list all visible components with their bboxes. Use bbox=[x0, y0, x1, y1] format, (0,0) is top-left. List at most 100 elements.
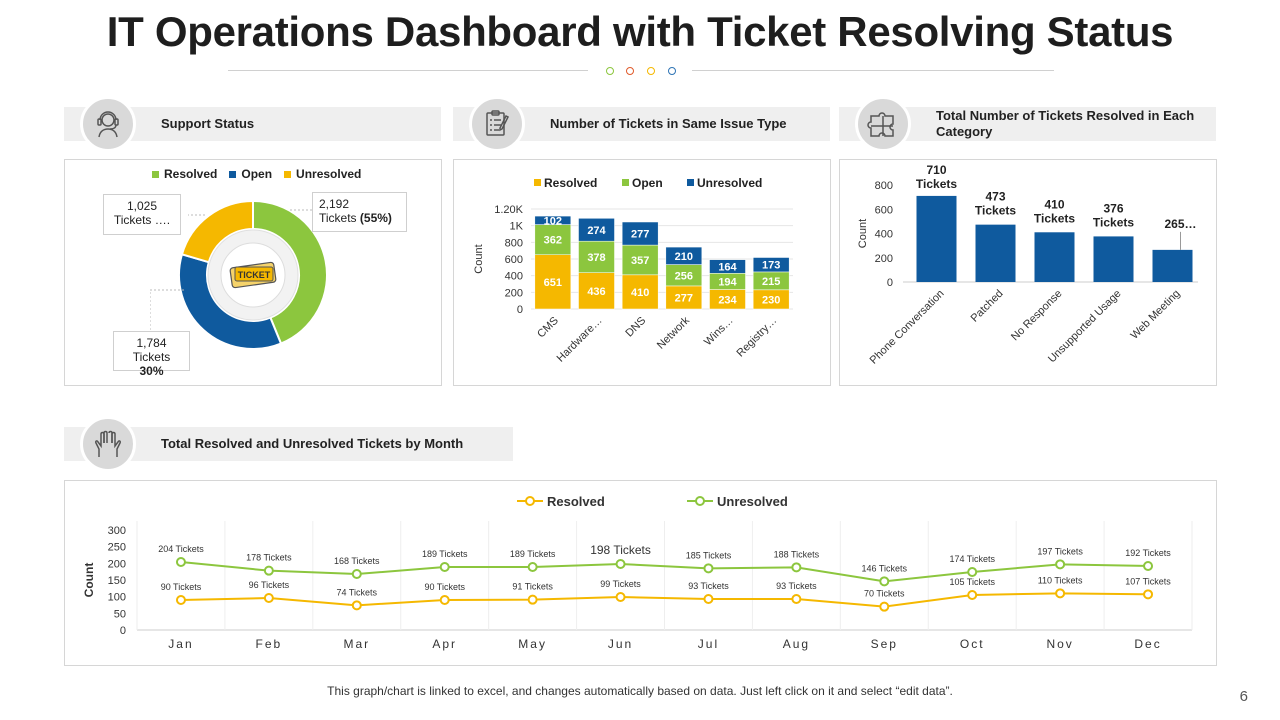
bar-segment bbox=[578, 240, 615, 273]
x-tick-label: Hardware… bbox=[555, 315, 605, 365]
bar-segment bbox=[621, 274, 659, 310]
point-resolved bbox=[703, 594, 714, 604]
y-tick-label: 800 bbox=[875, 180, 893, 192]
support-agent-icon bbox=[80, 96, 136, 152]
point-resolved bbox=[439, 595, 450, 605]
legend-marker-resolved bbox=[525, 496, 535, 506]
y-tick-label: 400 bbox=[505, 271, 523, 283]
category-bar bbox=[975, 224, 1016, 282]
bar-segment bbox=[578, 218, 615, 242]
y-tick-label: 100 bbox=[108, 592, 126, 604]
bar-segment bbox=[752, 257, 790, 273]
y-tick-label: 1K bbox=[510, 221, 524, 233]
issue-type-title: Number of Tickets in Same Issue Type bbox=[550, 116, 787, 131]
title-divider-right bbox=[692, 70, 1054, 71]
puzzle-icon bbox=[855, 96, 911, 152]
data-label: 198 Tickets bbox=[590, 543, 651, 557]
point-resolved bbox=[263, 593, 274, 603]
x-tick-label: May bbox=[518, 637, 547, 651]
y-tick-label: 800 bbox=[505, 237, 523, 249]
x-tick-label: Feb bbox=[256, 637, 283, 651]
legend-swatch-resolved bbox=[534, 179, 541, 186]
data-label: 197 Tickets bbox=[1037, 546, 1083, 556]
x-tick-label: Mar bbox=[343, 637, 370, 651]
data-label: 651 bbox=[544, 277, 562, 289]
point-resolved bbox=[967, 590, 978, 600]
point-unresolved bbox=[703, 563, 714, 574]
y-tick-label: 1.20K bbox=[494, 204, 523, 216]
x-tick-label: Phone Conversation bbox=[868, 288, 947, 367]
legend-swatch-unresolved bbox=[687, 179, 694, 186]
point-unresolved bbox=[1055, 559, 1066, 570]
data-label: 93 Tickets bbox=[688, 581, 729, 591]
y-tick-label: 50 bbox=[114, 608, 126, 620]
y-axis-label: Count bbox=[82, 563, 96, 598]
x-tick-label: Jan bbox=[168, 637, 193, 651]
data-label: 91 Tickets bbox=[512, 582, 553, 592]
legend-resolved: Resolved bbox=[544, 176, 597, 190]
point-resolved bbox=[1055, 588, 1066, 599]
data-label: 277 bbox=[631, 229, 649, 241]
series-line-resolved bbox=[180, 592, 1149, 608]
donut-legend: Resolved Open Unresolved bbox=[152, 167, 373, 181]
data-label-value: 376 bbox=[1103, 201, 1123, 215]
category-bar bbox=[1093, 236, 1134, 282]
data-label: 189 Tickets bbox=[422, 549, 468, 559]
donut-slice-resolved bbox=[252, 199, 328, 345]
data-label: 436 bbox=[587, 286, 605, 298]
data-label: 102 bbox=[544, 215, 562, 227]
data-label: 146 Tickets bbox=[862, 563, 908, 573]
bar-segment bbox=[665, 246, 703, 265]
clipboard-checklist-icon bbox=[469, 96, 525, 152]
decor-dot-green bbox=[606, 67, 614, 75]
category-bar bbox=[1034, 232, 1075, 282]
data-label-unit: Tickets bbox=[1034, 211, 1075, 225]
point-unresolved bbox=[615, 559, 626, 569]
callout-open: 1,784 Tickets 30% bbox=[113, 331, 190, 378]
x-tick-label: Web Meeting bbox=[1128, 288, 1182, 342]
data-label: 192 Tickets bbox=[1125, 548, 1171, 558]
data-label: 185 Tickets bbox=[686, 550, 732, 560]
legend-open: Open bbox=[632, 176, 663, 190]
point-unresolved bbox=[263, 565, 274, 576]
x-tick-label: Apr bbox=[432, 637, 457, 651]
x-tick-label: Registry… bbox=[734, 315, 779, 360]
y-axis-label: Count bbox=[857, 219, 869, 248]
point-resolved bbox=[791, 594, 802, 604]
data-label: 168 Tickets bbox=[334, 556, 380, 566]
x-tick-label: Wins… bbox=[702, 315, 736, 349]
y-tick-label: 600 bbox=[875, 204, 893, 216]
point-resolved bbox=[1143, 589, 1154, 600]
category-bar bbox=[1152, 249, 1193, 282]
x-tick-label: Network bbox=[655, 314, 692, 351]
data-label: 378 bbox=[587, 252, 605, 264]
title-divider-left bbox=[228, 70, 588, 71]
decor-dot-blue bbox=[668, 67, 676, 75]
point-unresolved bbox=[439, 562, 450, 572]
x-tick-label: DNS bbox=[623, 315, 648, 340]
legend-unresolved: Unresolved bbox=[717, 494, 788, 509]
monthly-panel bbox=[64, 480, 1217, 666]
data-label: 230 bbox=[762, 294, 780, 306]
data-label: 210 bbox=[675, 251, 693, 263]
bar-segment bbox=[621, 221, 659, 246]
y-tick-label: 200 bbox=[875, 253, 893, 265]
y-tick-label: 0 bbox=[517, 304, 523, 316]
data-label: 164 bbox=[718, 262, 737, 274]
point-unresolved bbox=[351, 569, 362, 579]
callout-resolved: 2,192 Tickets (55%) bbox=[312, 192, 407, 232]
bar-segment bbox=[709, 259, 746, 274]
x-tick-label: Aug bbox=[783, 637, 810, 651]
data-label: 96 Tickets bbox=[249, 580, 290, 590]
point-resolved bbox=[527, 594, 538, 605]
support-status-title: Support Status bbox=[161, 116, 255, 131]
data-label: 173 bbox=[762, 260, 780, 272]
data-label-unit: Tickets bbox=[975, 204, 1016, 218]
hands-up-icon bbox=[80, 416, 136, 472]
legend-open: Open bbox=[229, 167, 272, 181]
y-tick-label: 250 bbox=[108, 542, 126, 554]
y-tick-label: 600 bbox=[505, 254, 523, 266]
monthly-title: Total Resolved and Unresolved Tickets by… bbox=[161, 436, 464, 451]
data-label: 234 bbox=[718, 294, 737, 306]
